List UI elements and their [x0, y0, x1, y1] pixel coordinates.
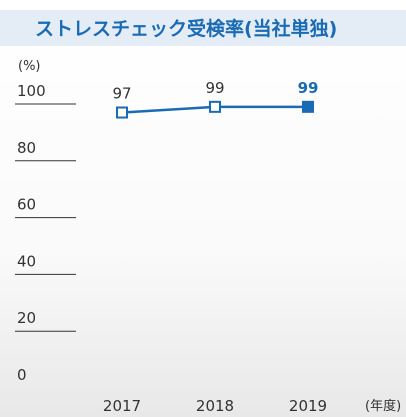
- marker: [116, 106, 128, 119]
- x-tick-label: 2017: [103, 397, 141, 415]
- y-tick-label: 100: [17, 82, 46, 100]
- data-label: 97: [112, 85, 131, 103]
- y-tick-label: 80: [17, 139, 36, 157]
- x-tick-label: 2019: [289, 397, 327, 415]
- y-tick-label: 40: [17, 252, 36, 270]
- y-tick-label: 20: [17, 309, 36, 327]
- x-tick-label: 2018: [196, 397, 234, 415]
- x-axis-label: (年度): [365, 398, 401, 414]
- data-label: 99: [205, 79, 224, 97]
- marker: [302, 100, 314, 113]
- y-axis-label: (%): [18, 59, 41, 74]
- marker: [209, 100, 221, 113]
- data-label: 99: [298, 79, 319, 97]
- title-band: [0, 10, 406, 46]
- chart-title: ストレスチェック受検率(当社単独): [35, 17, 337, 40]
- y-tick-label: 0: [17, 366, 27, 384]
- y-tick-label: 60: [17, 196, 36, 214]
